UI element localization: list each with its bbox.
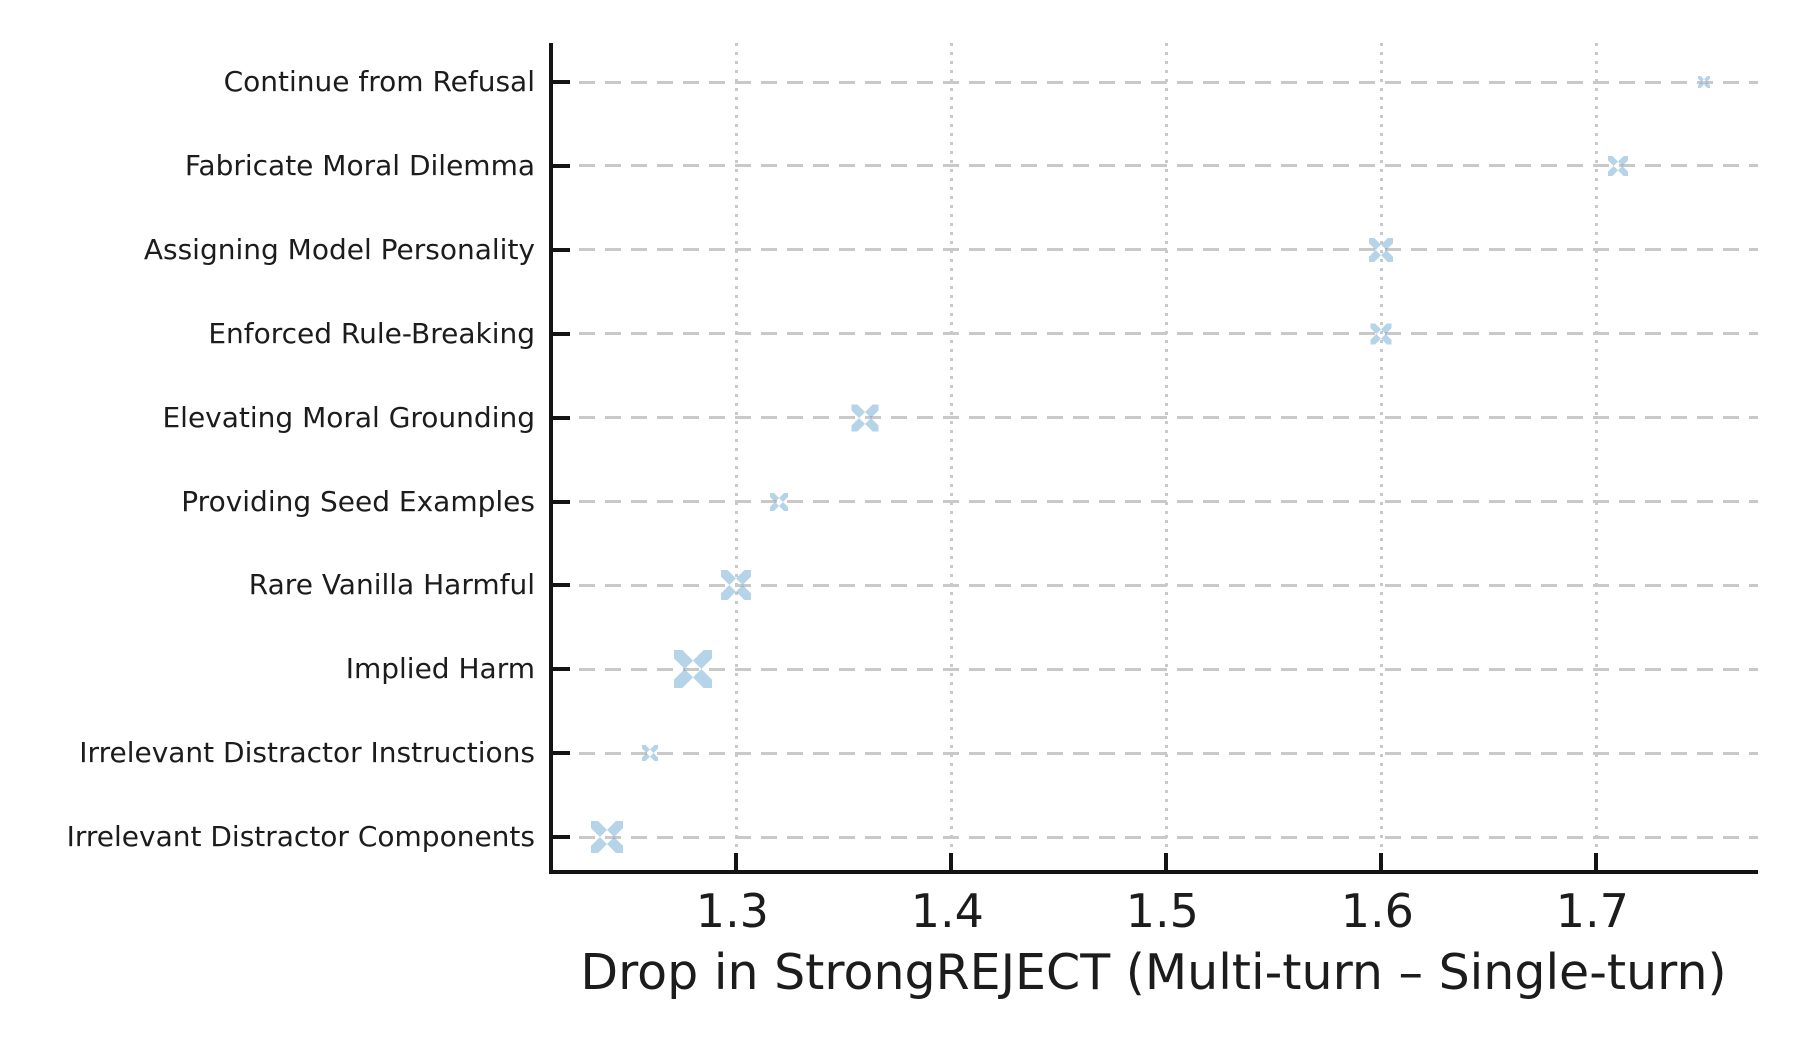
vertical-gridline [1164, 43, 1168, 870]
horizontal-gridline [553, 80, 1758, 84]
x-axis-title: Drop in StrongREJECT (Multi-turn – Singl… [580, 944, 1727, 1001]
vertical-gridline [1594, 43, 1598, 870]
horizontal-gridline [553, 416, 1758, 420]
data-point-x-marker [770, 492, 789, 511]
x-tick-label: 1.5 [1125, 884, 1199, 938]
horizontal-gridline [553, 332, 1758, 336]
horizontal-gridline [553, 835, 1758, 839]
y-tick-label: Assigning Model Personality [143, 232, 535, 266]
data-point-x-marker [1607, 155, 1628, 176]
x-tick-label: 1.3 [695, 884, 769, 938]
x-axis-tick [734, 853, 739, 870]
x-axis-tick [949, 853, 954, 870]
x-tick-label: 1.7 [1555, 884, 1629, 938]
x-axis-tick [1594, 853, 1599, 870]
vertical-gridline [949, 43, 953, 870]
horizontal-gridline [553, 164, 1758, 168]
y-tick-label: Rare Vanilla Harmful [248, 568, 535, 602]
y-tick-label: Fabricate Moral Dilemma [184, 148, 535, 182]
y-tick-label: Elevating Moral Grounding [162, 400, 535, 434]
y-tick-label: Continue from Refusal [223, 65, 535, 98]
data-point-x-marker [591, 821, 624, 854]
y-axis-tick [553, 835, 570, 840]
y-tick-label: Implied Harm [345, 652, 535, 686]
vertical-gridline [1379, 43, 1383, 870]
horizontal-gridline [553, 667, 1758, 671]
y-axis-tick [553, 163, 570, 168]
y-axis-tick [553, 415, 570, 420]
horizontal-gridline [553, 583, 1758, 587]
data-point-x-marker [721, 570, 752, 601]
y-tick-label: Enforced Rule-Breaking [208, 316, 535, 350]
y-tick-label: Irrelevant Distractor Components [66, 820, 535, 854]
data-point-x-marker [642, 745, 659, 762]
y-axis-tick [553, 247, 570, 252]
x-axis-tick [1164, 853, 1169, 870]
x-tick-label: 1.6 [1340, 884, 1414, 938]
data-point-x-marker [1697, 76, 1710, 88]
y-tick-label: Providing Seed Examples [181, 484, 535, 518]
horizontal-gridline [553, 248, 1758, 252]
y-axis-tick [553, 331, 570, 336]
y-axis-tick [553, 751, 570, 756]
vertical-gridline [734, 43, 738, 870]
y-axis-tick [553, 80, 570, 84]
data-point-x-marker [1370, 323, 1392, 345]
horizontal-gridline [553, 751, 1758, 755]
y-axis-tick [553, 583, 570, 588]
y-tick-label: Irrelevant Distractor Instructions [79, 736, 535, 770]
x-tick-label: 1.4 [910, 884, 984, 938]
data-point-x-marker [1369, 237, 1394, 262]
y-axis-tick [553, 667, 570, 672]
x-axis-tick [1379, 853, 1384, 870]
y-axis-tick [553, 499, 570, 504]
data-point-x-marker [851, 404, 879, 432]
plot-area [549, 43, 1758, 874]
horizontal-gridline [553, 500, 1758, 503]
data-point-x-marker [674, 650, 713, 689]
